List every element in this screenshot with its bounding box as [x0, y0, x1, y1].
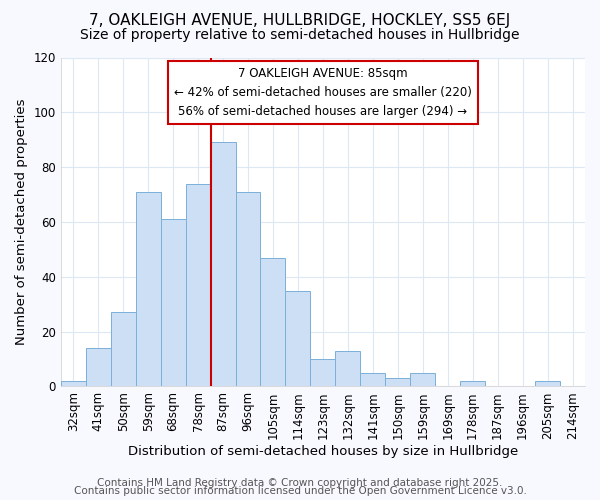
Bar	[211, 142, 236, 386]
Bar	[335, 351, 361, 386]
Text: Contains HM Land Registry data © Crown copyright and database right 2025.: Contains HM Land Registry data © Crown c…	[97, 478, 503, 488]
Bar	[460, 381, 485, 386]
Bar	[161, 219, 185, 386]
Text: Size of property relative to semi-detached houses in Hullbridge: Size of property relative to semi-detach…	[80, 28, 520, 42]
Bar	[286, 290, 310, 386]
Bar	[535, 381, 560, 386]
Bar	[310, 359, 335, 386]
Text: 7, OAKLEIGH AVENUE, HULLBRIDGE, HOCKLEY, SS5 6EJ: 7, OAKLEIGH AVENUE, HULLBRIDGE, HOCKLEY,…	[89, 12, 511, 28]
Bar	[236, 192, 260, 386]
Bar	[410, 373, 435, 386]
Y-axis label: Number of semi-detached properties: Number of semi-detached properties	[15, 98, 28, 345]
Bar	[136, 192, 161, 386]
Text: 7 OAKLEIGH AVENUE: 85sqm
← 42% of semi-detached houses are smaller (220)
56% of : 7 OAKLEIGH AVENUE: 85sqm ← 42% of semi-d…	[174, 68, 472, 118]
Bar	[361, 373, 385, 386]
Bar	[86, 348, 111, 387]
Bar	[260, 258, 286, 386]
Bar	[185, 184, 211, 386]
X-axis label: Distribution of semi-detached houses by size in Hullbridge: Distribution of semi-detached houses by …	[128, 444, 518, 458]
Bar	[111, 312, 136, 386]
Bar	[61, 381, 86, 386]
Text: Contains public sector information licensed under the Open Government Licence v3: Contains public sector information licen…	[74, 486, 526, 496]
Bar	[385, 378, 410, 386]
